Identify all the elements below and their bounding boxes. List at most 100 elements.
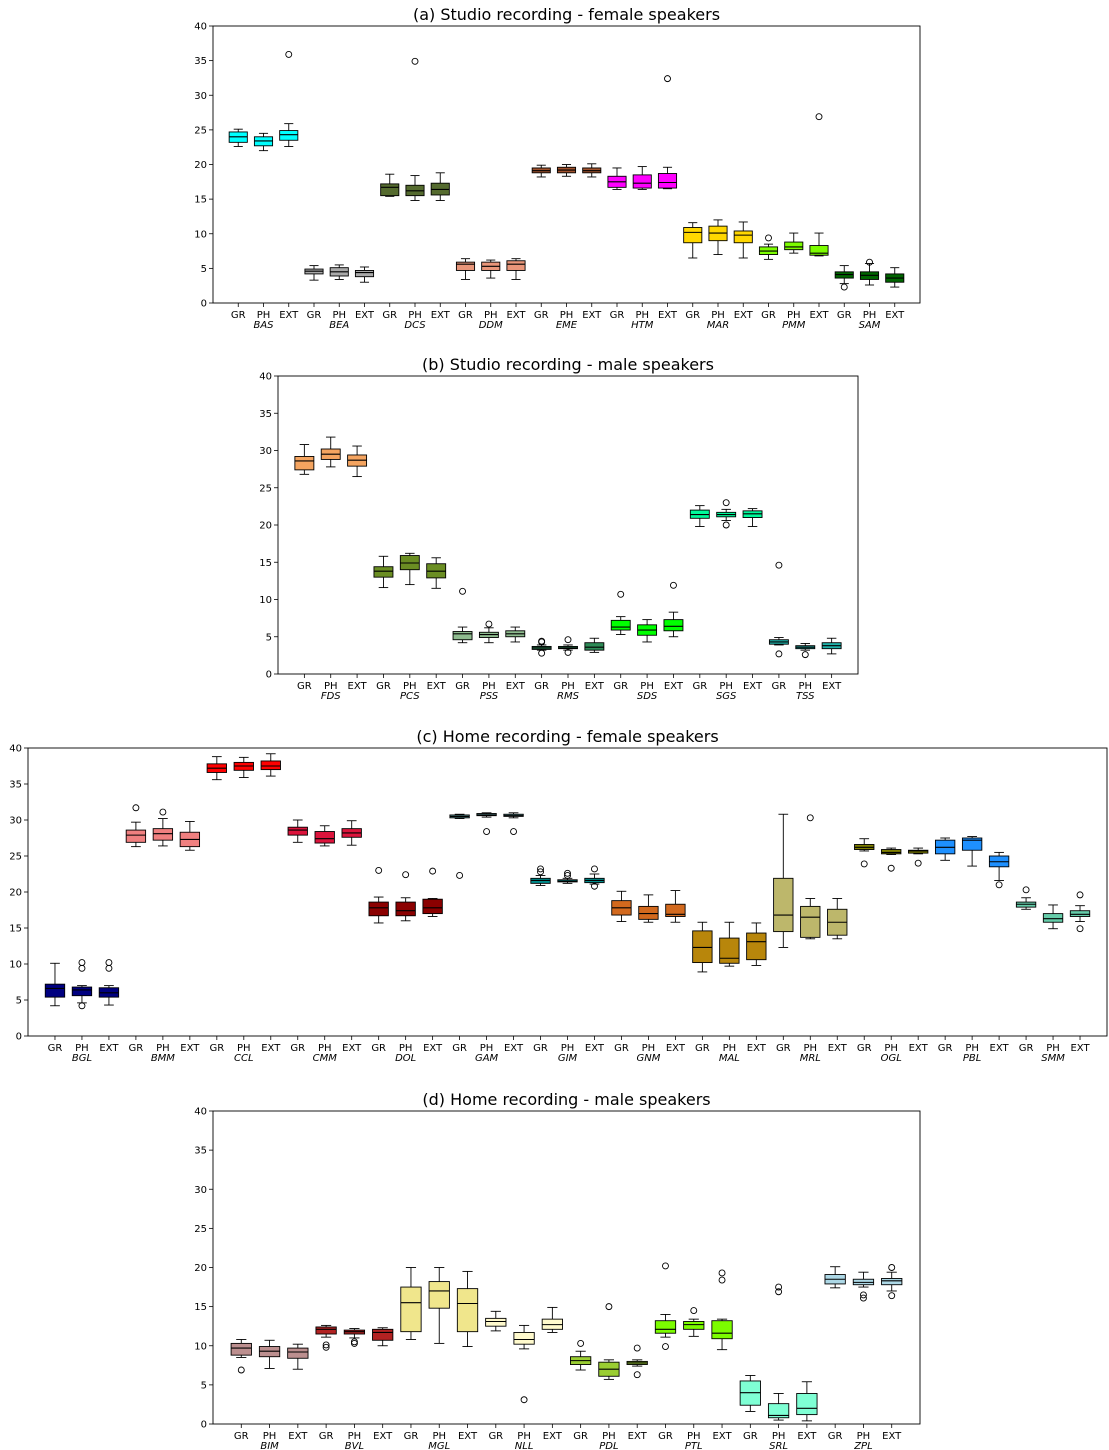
box-iqr <box>287 1347 309 1359</box>
box-ptl-ph <box>683 1307 705 1337</box>
box-gnm-ext <box>665 890 686 923</box>
x-tick-label: GR <box>231 310 246 321</box>
x-tick-label: PH <box>517 1431 531 1442</box>
speaker-label: HTM <box>631 320 654 331</box>
outlier-point <box>78 1002 86 1010</box>
box-sam-ph <box>859 258 880 286</box>
box-fds-ext <box>347 445 368 478</box>
outlier-point <box>132 804 140 812</box>
x-tick-label: EXT <box>797 1431 817 1442</box>
outlier-point <box>664 75 671 83</box>
box-pss-ph <box>478 620 499 644</box>
box-pcs-ph <box>399 552 420 586</box>
x-tick-label: GR <box>209 1043 224 1054</box>
box-ccl-ph <box>233 756 254 778</box>
box-srl-ph <box>767 1283 790 1421</box>
outlier-point <box>718 1276 726 1284</box>
outlier-point <box>564 648 572 656</box>
box-pcs-gr <box>373 555 394 589</box>
box-iqr <box>665 903 686 917</box>
x-tick-label: GR <box>234 1431 249 1442</box>
x-tick-label: PH <box>484 310 498 321</box>
box-iqr <box>315 1326 337 1335</box>
x-tick-label: EXT <box>585 1043 605 1054</box>
box-iqr <box>279 130 299 141</box>
x-tick-label: GR <box>772 681 787 692</box>
box-iqr <box>908 849 929 854</box>
box-iqr <box>632 174 652 189</box>
outlier-point <box>765 234 772 242</box>
outlier-point <box>775 650 783 658</box>
box-iqr <box>773 877 794 933</box>
box-tss-gr <box>768 561 789 658</box>
box-iqr <box>380 183 400 197</box>
box-iqr <box>692 930 713 964</box>
x-tick-label: GR <box>48 1043 63 1054</box>
box-zpl-ph <box>852 1271 875 1302</box>
box-mrl-gr <box>773 813 794 948</box>
x-tick-label: GR <box>534 310 549 321</box>
y-tick-label: 40 <box>259 372 272 383</box>
outlier-point <box>459 587 466 595</box>
box-cmm-ph <box>314 825 335 847</box>
x-tick-label: EXT <box>288 1431 308 1442</box>
x-tick-label: EXT <box>543 1431 563 1442</box>
box-mar-gr <box>683 222 703 259</box>
outlier-point <box>662 1343 669 1350</box>
x-tick-label: PH <box>332 310 346 321</box>
x-tick-label: PH <box>432 1431 446 1442</box>
box-iqr <box>654 1320 677 1334</box>
outlier-point <box>775 1288 783 1296</box>
y-tick-label: 5 <box>201 1380 207 1391</box>
x-tick-label: PH <box>863 310 877 321</box>
y-tick-label: 30 <box>194 1185 207 1196</box>
chart-panel-a: (a) Studio recording - female speakers 0 5… <box>194 5 921 331</box>
box-pmm-ext <box>809 113 829 257</box>
box-sam-ext <box>885 267 905 288</box>
outlier-point <box>690 1307 698 1314</box>
x-tick-label: GR <box>573 1431 588 1442</box>
speaker-label: SRL <box>769 1441 788 1450</box>
box-bgl-ext <box>98 959 120 1006</box>
x-tick-label: PH <box>560 310 574 321</box>
speaker-label: RMS <box>557 691 580 702</box>
box-iqr <box>400 1286 422 1333</box>
box-iqr <box>44 983 66 998</box>
box-iqr <box>784 241 804 251</box>
x-tick-label: EXT <box>712 1431 732 1442</box>
box-pbl-ph <box>961 836 983 867</box>
outlier-point <box>1076 925 1084 933</box>
y-tick-label: 10 <box>9 960 22 971</box>
x-tick-label: GR <box>290 1043 305 1054</box>
x-tick-label: GR <box>129 1043 144 1054</box>
box-iqr <box>368 901 389 917</box>
box-fds-ph <box>320 436 341 468</box>
box-iqr <box>287 826 308 836</box>
box-htm-gr <box>607 167 627 190</box>
x-tick-label: GR <box>533 1043 548 1054</box>
x-tick-label: PH <box>642 1043 656 1054</box>
x-tick-label: PH <box>156 1043 170 1054</box>
box-dcs-gr <box>380 173 400 197</box>
x-tick-label: EXT <box>743 681 763 692</box>
y-tick-label: 0 <box>16 1032 22 1043</box>
box-rms-ext <box>584 637 605 653</box>
x-tick-label: EXT <box>458 1431 478 1442</box>
y-tick-label: 25 <box>194 1224 207 1235</box>
box-iqr <box>230 1342 252 1356</box>
box-pbl-gr <box>934 837 956 861</box>
speaker-label: BAS <box>253 320 274 331</box>
outlier-point <box>591 882 598 890</box>
y-tick-label: 15 <box>259 558 272 569</box>
box-mar-ext <box>733 221 753 259</box>
x-tick-label: EXT <box>506 681 526 692</box>
x-tick-label: EXT <box>180 1043 200 1054</box>
outlier-point <box>1022 886 1030 894</box>
box-ptl-ext <box>711 1269 733 1351</box>
box-iqr <box>372 1328 394 1341</box>
box-sam-gr <box>834 265 854 291</box>
box-ptl-gr <box>654 1262 677 1350</box>
speaker-label: SMM <box>1041 1053 1065 1064</box>
outlier-point <box>775 561 783 569</box>
outlier-point <box>537 868 544 876</box>
